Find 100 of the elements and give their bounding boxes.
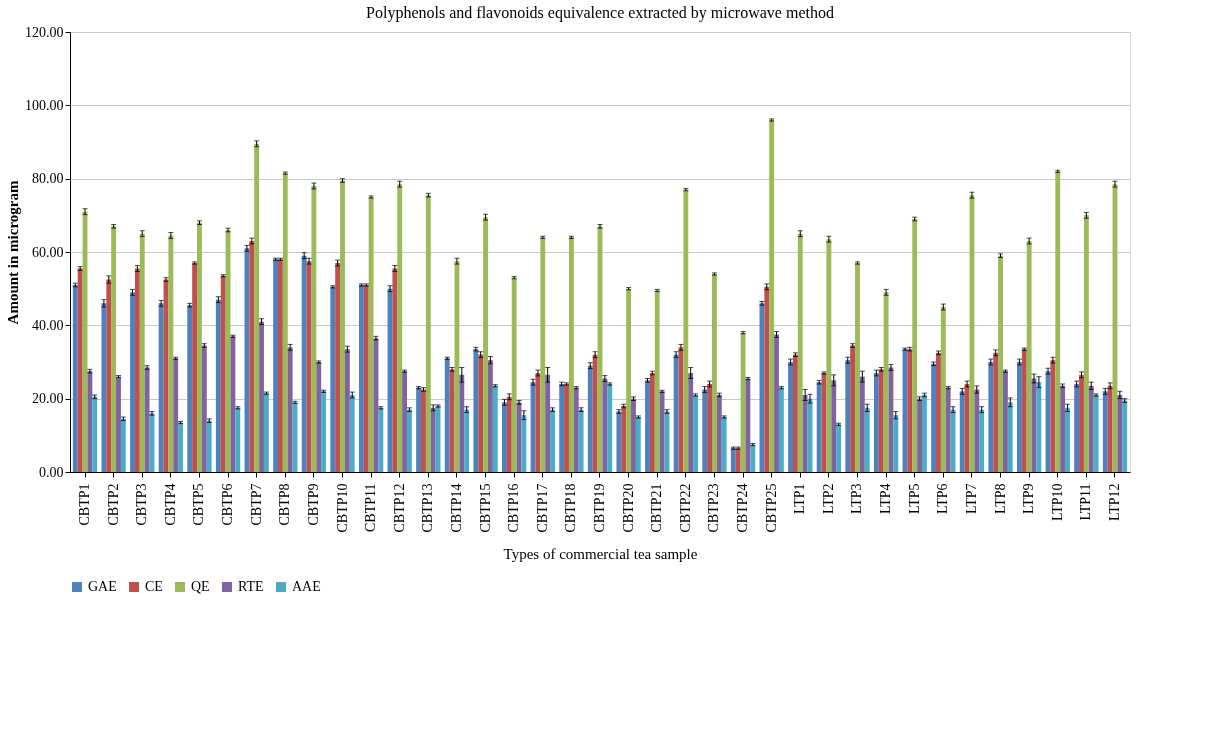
bar: [521, 415, 527, 472]
x-tick-label: LTP11: [1078, 483, 1094, 521]
legend-label: GAE: [88, 579, 117, 594]
bar: [120, 418, 126, 472]
y-tick-label: 100.00: [25, 97, 64, 113]
bar: [730, 448, 736, 472]
bar: [358, 285, 364, 472]
y-tick-label: 20.00: [32, 391, 64, 407]
bar: [631, 398, 636, 472]
x-tick-label: CBTP16: [506, 483, 522, 533]
bar: [568, 237, 574, 472]
bar: [893, 415, 899, 472]
bar: [378, 407, 384, 472]
x-tick-label: LTP4: [878, 483, 894, 515]
bar: [1117, 395, 1123, 472]
bar: [917, 398, 923, 472]
x-tick-label: CBTP10: [334, 483, 350, 533]
bar: [683, 189, 689, 472]
bar: [936, 352, 941, 472]
bar: [545, 374, 551, 472]
x-tick-label: CBTP2: [105, 483, 121, 526]
bar: [792, 354, 798, 472]
x-tick-label: LTP1: [792, 483, 808, 515]
x-tick-label: LTP12: [1106, 483, 1122, 522]
x-tick-label: LTP6: [935, 483, 951, 515]
bar: [330, 286, 336, 472]
x-tick-label: LTP2: [820, 483, 836, 515]
bar: [1036, 382, 1042, 472]
bar: [836, 424, 842, 472]
bar: [626, 288, 632, 472]
bar: [654, 290, 660, 472]
x-tick-label: LTP3: [849, 483, 865, 515]
x-tick-label: CBTP18: [563, 483, 579, 533]
x-tick-label: CBTP19: [592, 483, 607, 533]
bar: [616, 411, 622, 472]
bar: [564, 384, 569, 472]
bar: [444, 358, 450, 472]
bar: [316, 362, 322, 472]
bar: [1122, 400, 1128, 472]
bar: [735, 448, 741, 472]
x-tick-label: LTP5: [906, 483, 922, 515]
x-tick-label: CBTP15: [477, 483, 493, 533]
bar: [511, 277, 517, 472]
x-tick-label: CBTP4: [162, 483, 178, 526]
bar: [206, 420, 212, 472]
bar: [116, 376, 121, 472]
legend-label: QE: [191, 579, 210, 594]
bar: [235, 407, 241, 472]
bar: [220, 275, 226, 472]
bar: [945, 387, 951, 472]
legend-label: RTE: [238, 579, 264, 594]
bar: [855, 263, 860, 472]
x-tick-label: CBTP14: [448, 483, 464, 533]
bar: [659, 391, 665, 472]
x-tick-label: LTP8: [992, 483, 1008, 515]
bar: [831, 380, 837, 472]
bar: [931, 363, 937, 472]
x-tick-label: CBTP1: [77, 483, 93, 526]
bar: [368, 197, 374, 472]
y-tick-label: 40.00: [32, 317, 64, 333]
bar: [492, 385, 498, 472]
bar: [1060, 385, 1066, 472]
bar: [859, 376, 865, 472]
bar: [449, 369, 455, 472]
bar: [998, 255, 1003, 472]
bar: [402, 371, 408, 472]
bar: [540, 237, 546, 472]
x-axis-title: Types of commercial tea sample: [503, 545, 698, 562]
bar: [173, 358, 179, 472]
x-tick-label: CBTP12: [391, 483, 407, 533]
y-tick-label: 120.00: [25, 24, 64, 40]
x-tick-label: CBTP7: [248, 483, 264, 526]
bar: [201, 345, 207, 472]
y-tick-label: 0.00: [39, 464, 64, 480]
bar: [850, 345, 856, 472]
bar: [487, 360, 493, 472]
x-tick-label: CBTP9: [305, 483, 321, 526]
x-tick-label: CBTP20: [620, 483, 636, 533]
x-tick-label: CBTP22: [677, 483, 693, 533]
bar: [688, 373, 694, 472]
bar: [578, 409, 584, 472]
bar: [1021, 349, 1027, 472]
legend-label: AAE: [292, 579, 321, 594]
bar: [416, 387, 422, 472]
bar: [745, 378, 751, 472]
x-tick-label: CBTP24: [735, 483, 751, 533]
bar: [277, 259, 283, 472]
x-tick-label: LTP9: [1021, 483, 1037, 515]
bar: [573, 387, 579, 472]
bar: [693, 395, 698, 472]
bar: [459, 374, 465, 472]
bar: [778, 387, 784, 472]
x-tick-label: CBTP6: [220, 483, 236, 526]
bar: [321, 391, 327, 472]
bar: [197, 222, 202, 472]
x-tick-label: CBTP3: [134, 483, 150, 526]
x-tick-label: CBTP23: [706, 483, 722, 533]
x-tick-label: CBTP8: [277, 483, 293, 526]
bar: [878, 369, 884, 472]
bar: [750, 444, 756, 472]
